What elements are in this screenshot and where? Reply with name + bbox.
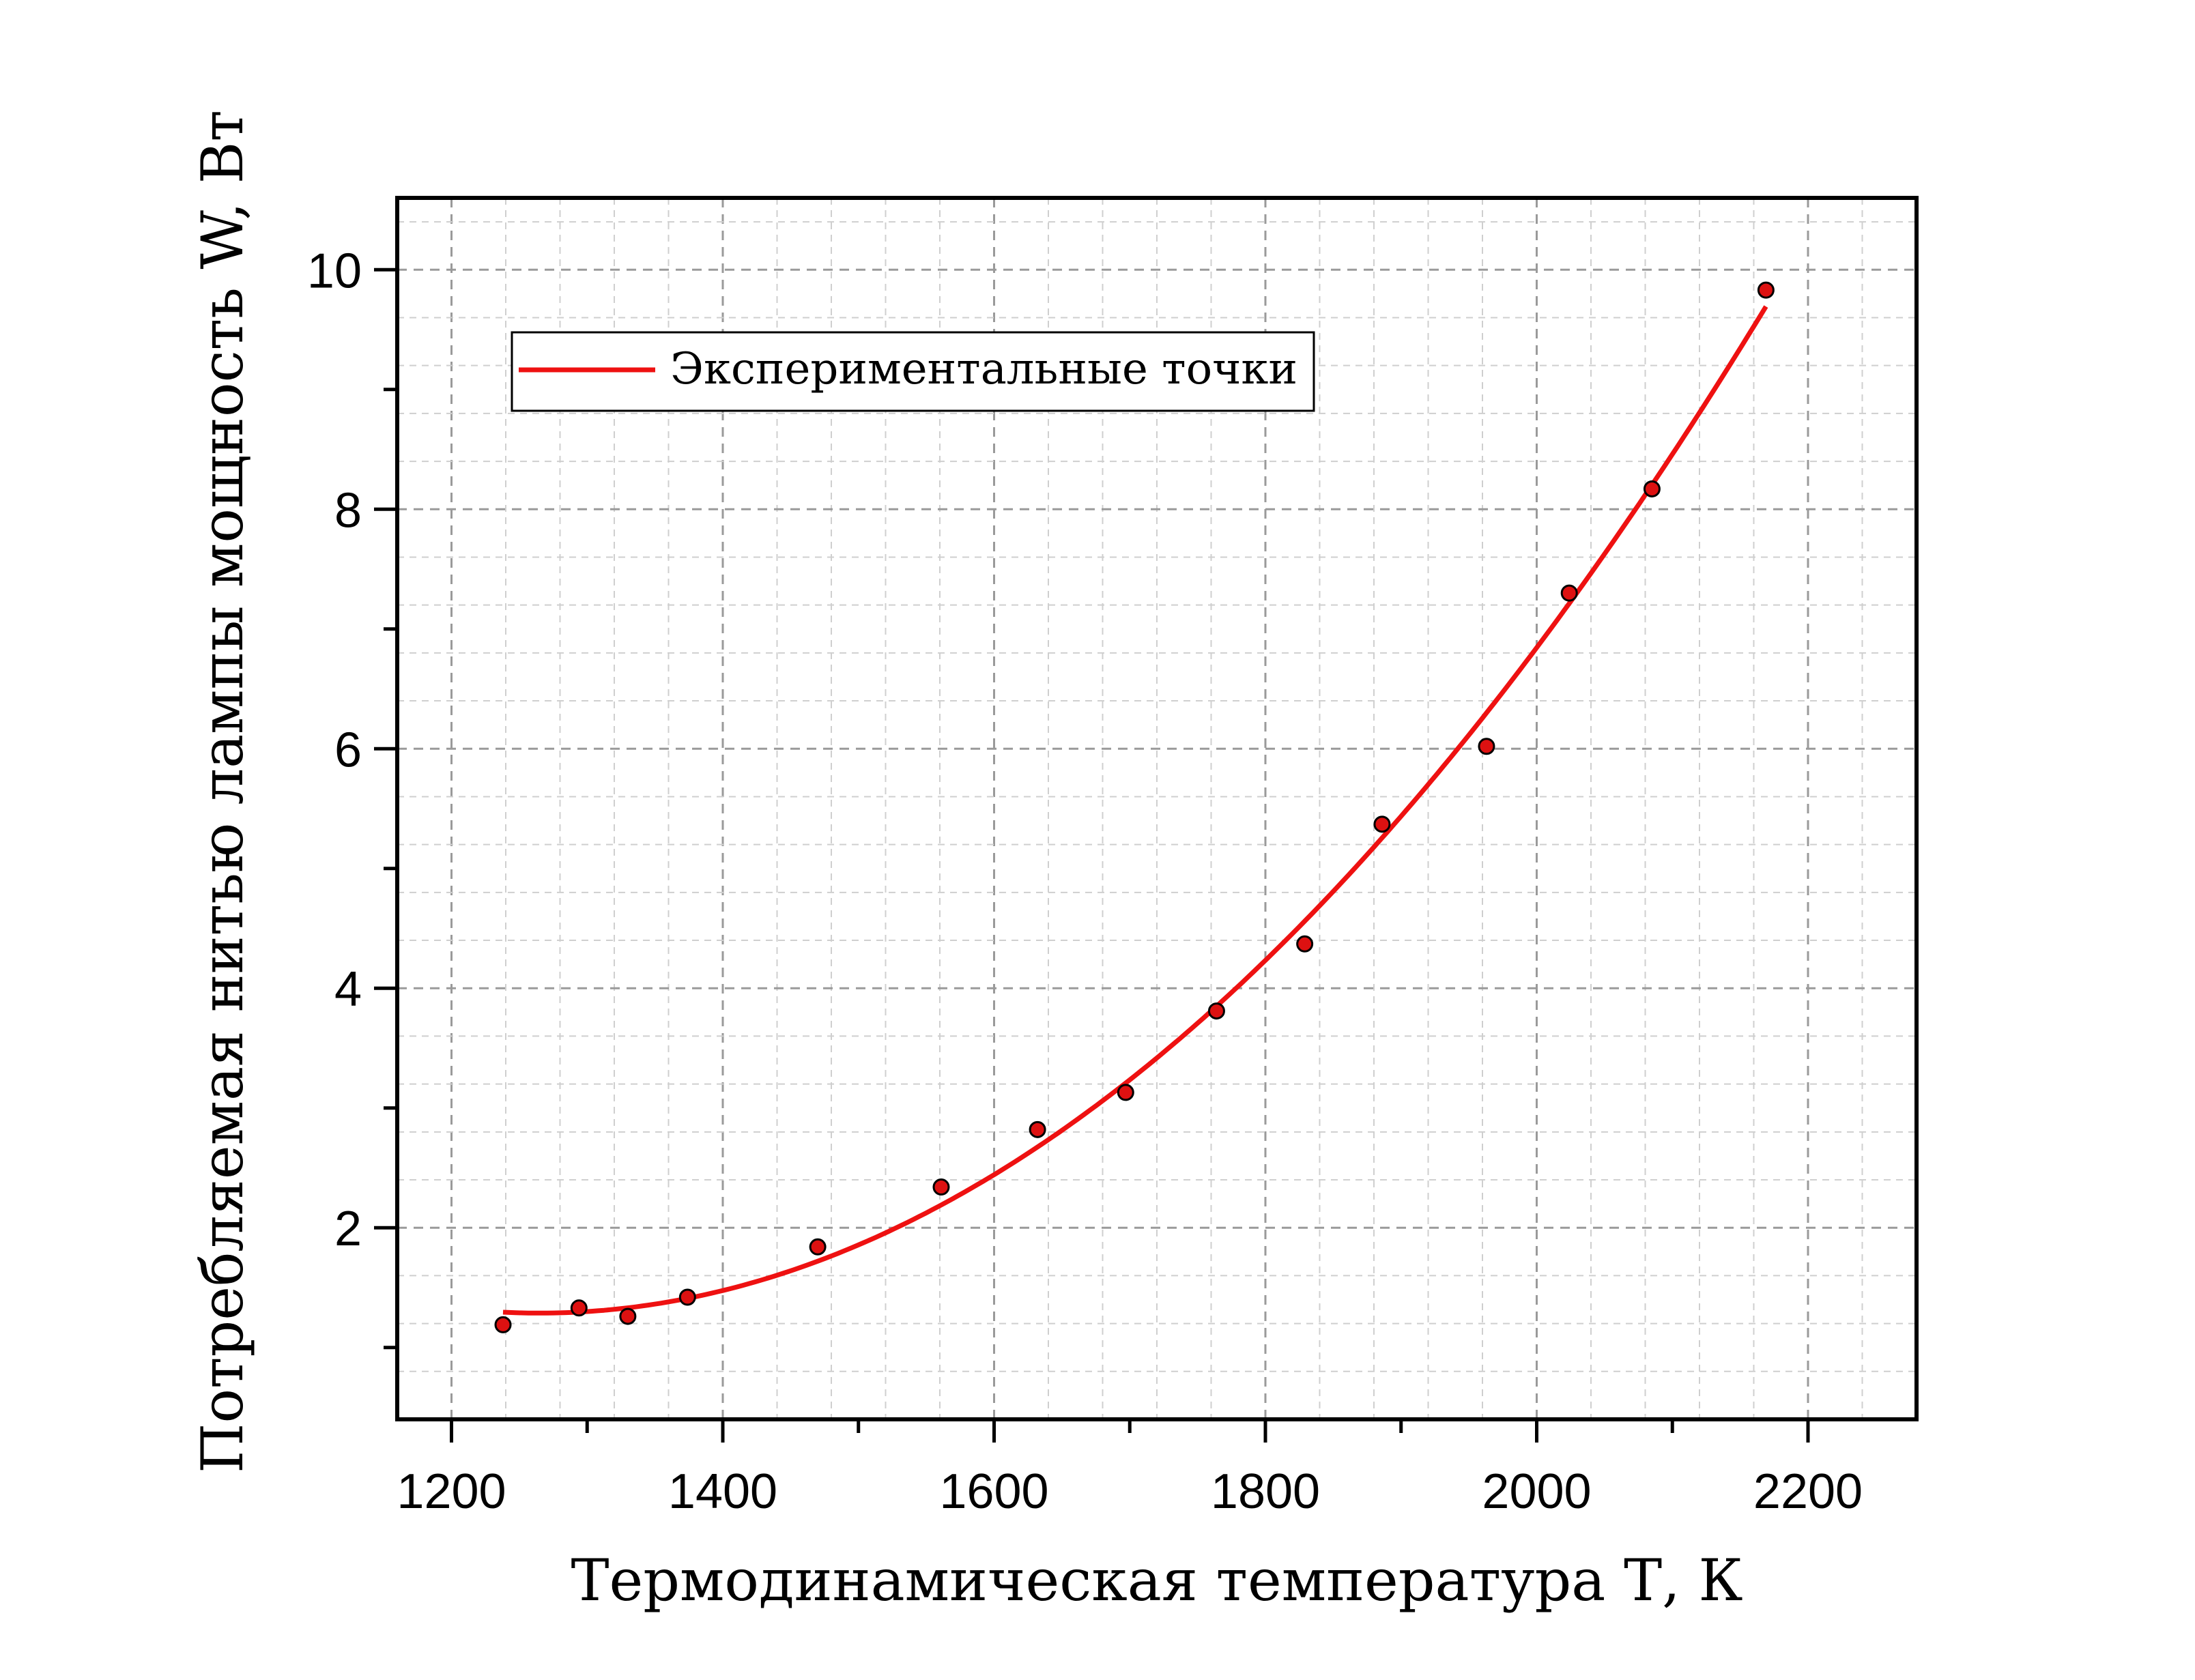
x-tick-label: 1600 <box>939 1464 1048 1519</box>
x-tick-label: 1800 <box>1211 1464 1320 1519</box>
data-point <box>678 1288 696 1306</box>
x-tick-label: 1400 <box>668 1464 777 1519</box>
data-point <box>1643 480 1661 497</box>
data-point <box>1560 584 1578 602</box>
data-point <box>570 1299 588 1317</box>
data-point <box>1757 281 1775 299</box>
data-point <box>1029 1120 1046 1138</box>
data-point <box>809 1238 827 1256</box>
y-tick-label: 4 <box>334 962 362 1017</box>
y-axis-title: Потребляемая нитью лампы мощность W, Вт <box>189 110 256 1473</box>
x-tick-label: 2000 <box>1482 1464 1591 1519</box>
tick-labels: 1200 1400 1600 1800 2000 2200 2 4 6 8 10 <box>307 244 1863 1519</box>
data-point <box>494 1316 512 1333</box>
x-tick-label: 1200 <box>397 1464 506 1519</box>
data-point <box>1296 935 1314 953</box>
y-tick-label: 10 <box>307 244 362 298</box>
x-axis-title: Термодинамическая температура Т, К <box>571 1547 1742 1614</box>
data-point <box>932 1178 950 1196</box>
data-point <box>1373 815 1391 833</box>
data-point <box>1478 738 1495 755</box>
y-tick-label: 2 <box>334 1202 362 1256</box>
data-point <box>1207 1002 1225 1020</box>
x-tick-label: 2200 <box>1753 1464 1863 1519</box>
data-points <box>494 281 1775 1333</box>
legend-label: Экспериментальные точки <box>670 344 1297 394</box>
y-tick-label: 8 <box>334 483 362 538</box>
y-tick-label: 6 <box>334 723 362 777</box>
legend: Экспериментальные точки <box>511 331 1315 412</box>
axis-ticks <box>374 267 1810 1443</box>
fit-line <box>502 305 1768 1316</box>
data-point <box>1117 1084 1134 1101</box>
fit-curve <box>502 305 1768 1316</box>
data-point <box>619 1307 637 1325</box>
plot-frame <box>395 196 1919 1421</box>
